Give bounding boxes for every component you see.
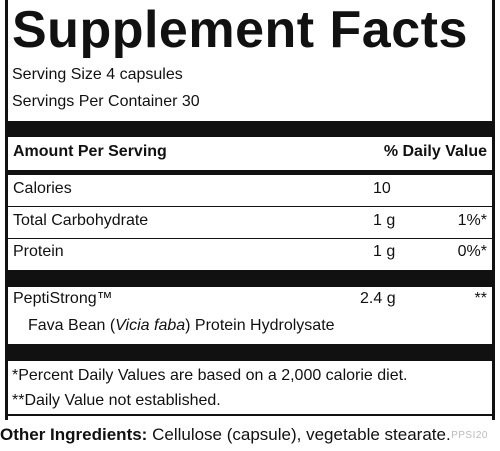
medium-divider [8, 170, 492, 175]
ingredient-source: Fava Bean (Vicia faba) Protein Hydrolysa… [28, 317, 335, 334]
amount-per-serving-label: Amount Per Serving [13, 143, 167, 160]
other-ingredients-label: Other Ingredients: [0, 425, 148, 444]
header-row: Amount Per Serving % Daily Value [8, 138, 492, 169]
nutrient-row-carbohydrate: Total Carbohydrate 1 g 1%* [8, 207, 492, 238]
thick-divider [8, 344, 492, 361]
nutrient-name: Calories [13, 180, 72, 197]
nutrient-name: Total Carbohydrate [13, 212, 149, 229]
other-ingredients-text: Cellulose (capsule), vegetable stearate. [147, 425, 451, 444]
ingredient-dv: ** [474, 290, 487, 307]
panel-bottom-border [5, 414, 495, 416]
thick-divider [8, 121, 492, 137]
nutrient-row-protein: Protein 1 g 0%* [8, 238, 492, 269]
panel-title: Supplement Facts [12, 1, 468, 59]
ingredient-source-row: Fava Bean (Vicia faba) Protein Hydrolysa… [8, 312, 492, 343]
ingredient-amount: 2.4 g [360, 290, 396, 307]
supplement-facts-panel [5, 0, 495, 420]
daily-value-label: % Daily Value [383, 143, 487, 160]
nutrient-amount: 1 g [373, 212, 396, 229]
product-code: PPSI20 [451, 430, 488, 441]
nutrient-row-calories: Calories 10 [8, 175, 492, 206]
nutrient-amount: 1 g [373, 243, 396, 260]
other-ingredients: Other Ingredients: Cellulose (capsule), … [0, 425, 451, 445]
row-divider [8, 206, 492, 207]
ingredient-row: PeptiStrong™ 2.4 g ** [8, 285, 492, 316]
nutrient-amount: 10 [373, 180, 391, 197]
nutrient-dv: 0%* [457, 243, 487, 260]
nutrient-name: Protein [13, 243, 64, 260]
ingredient-name: PeptiStrong™ [13, 290, 113, 307]
nutrient-dv: 1%* [457, 212, 487, 229]
thick-divider [8, 270, 492, 287]
serving-size: Serving Size 4 capsules [12, 66, 183, 83]
footnote-percent-dv: *Percent Daily Values are based on a 2,0… [12, 367, 408, 384]
servings-per-container: Servings Per Container 30 [12, 93, 200, 110]
row-divider [8, 238, 492, 239]
footnote-dv-not-established: **Daily Value not established. [12, 392, 221, 409]
